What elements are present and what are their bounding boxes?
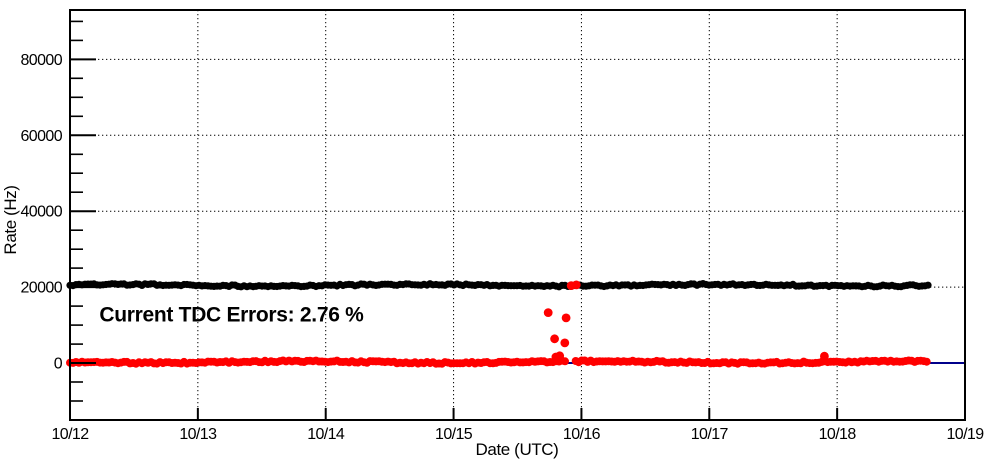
axes-layer: 10/12 10/13 10/14 10/15 10/16 10/17 10/18 10/19… xyxy=(21,9,985,443)
x-tick-label: 10/16 xyxy=(563,426,601,443)
x-tick-label: 10/12 xyxy=(51,426,89,443)
outlier-point xyxy=(820,351,829,361)
x-tick-label: 10/15 xyxy=(435,426,473,443)
plot-frame xyxy=(69,9,966,421)
y-axis-title: Rate (Hz) xyxy=(1,185,20,254)
outlier-point xyxy=(550,334,559,344)
outlier-point xyxy=(555,351,565,361)
x-tick-label: 10/18 xyxy=(819,426,857,443)
series-layer xyxy=(66,280,965,368)
series-event-rate xyxy=(66,280,932,291)
x-axis-title: Date (UTC) xyxy=(476,440,559,459)
tdc-error-annotation: Current TDC Errors: 2.76 % xyxy=(99,303,364,326)
y-tick-label: 0 xyxy=(54,356,63,373)
y-tick-label: 20000 xyxy=(21,280,63,297)
x-tick-label: 10/17 xyxy=(691,426,729,443)
outlier-point xyxy=(561,313,571,323)
series-tdc-error-rate xyxy=(66,280,931,368)
outlier-point xyxy=(571,280,581,290)
y-tick-label: 60000 xyxy=(21,128,63,145)
x-tick-label: 10/13 xyxy=(179,426,217,443)
outlier-point xyxy=(543,308,553,317)
y-tick-label: 80000 xyxy=(21,52,63,69)
y-tick-label: 40000 xyxy=(21,204,63,221)
outlier-point xyxy=(560,338,570,348)
x-tick-label: 10/14 xyxy=(307,426,345,443)
x-tick-label: 10/19 xyxy=(946,426,984,443)
